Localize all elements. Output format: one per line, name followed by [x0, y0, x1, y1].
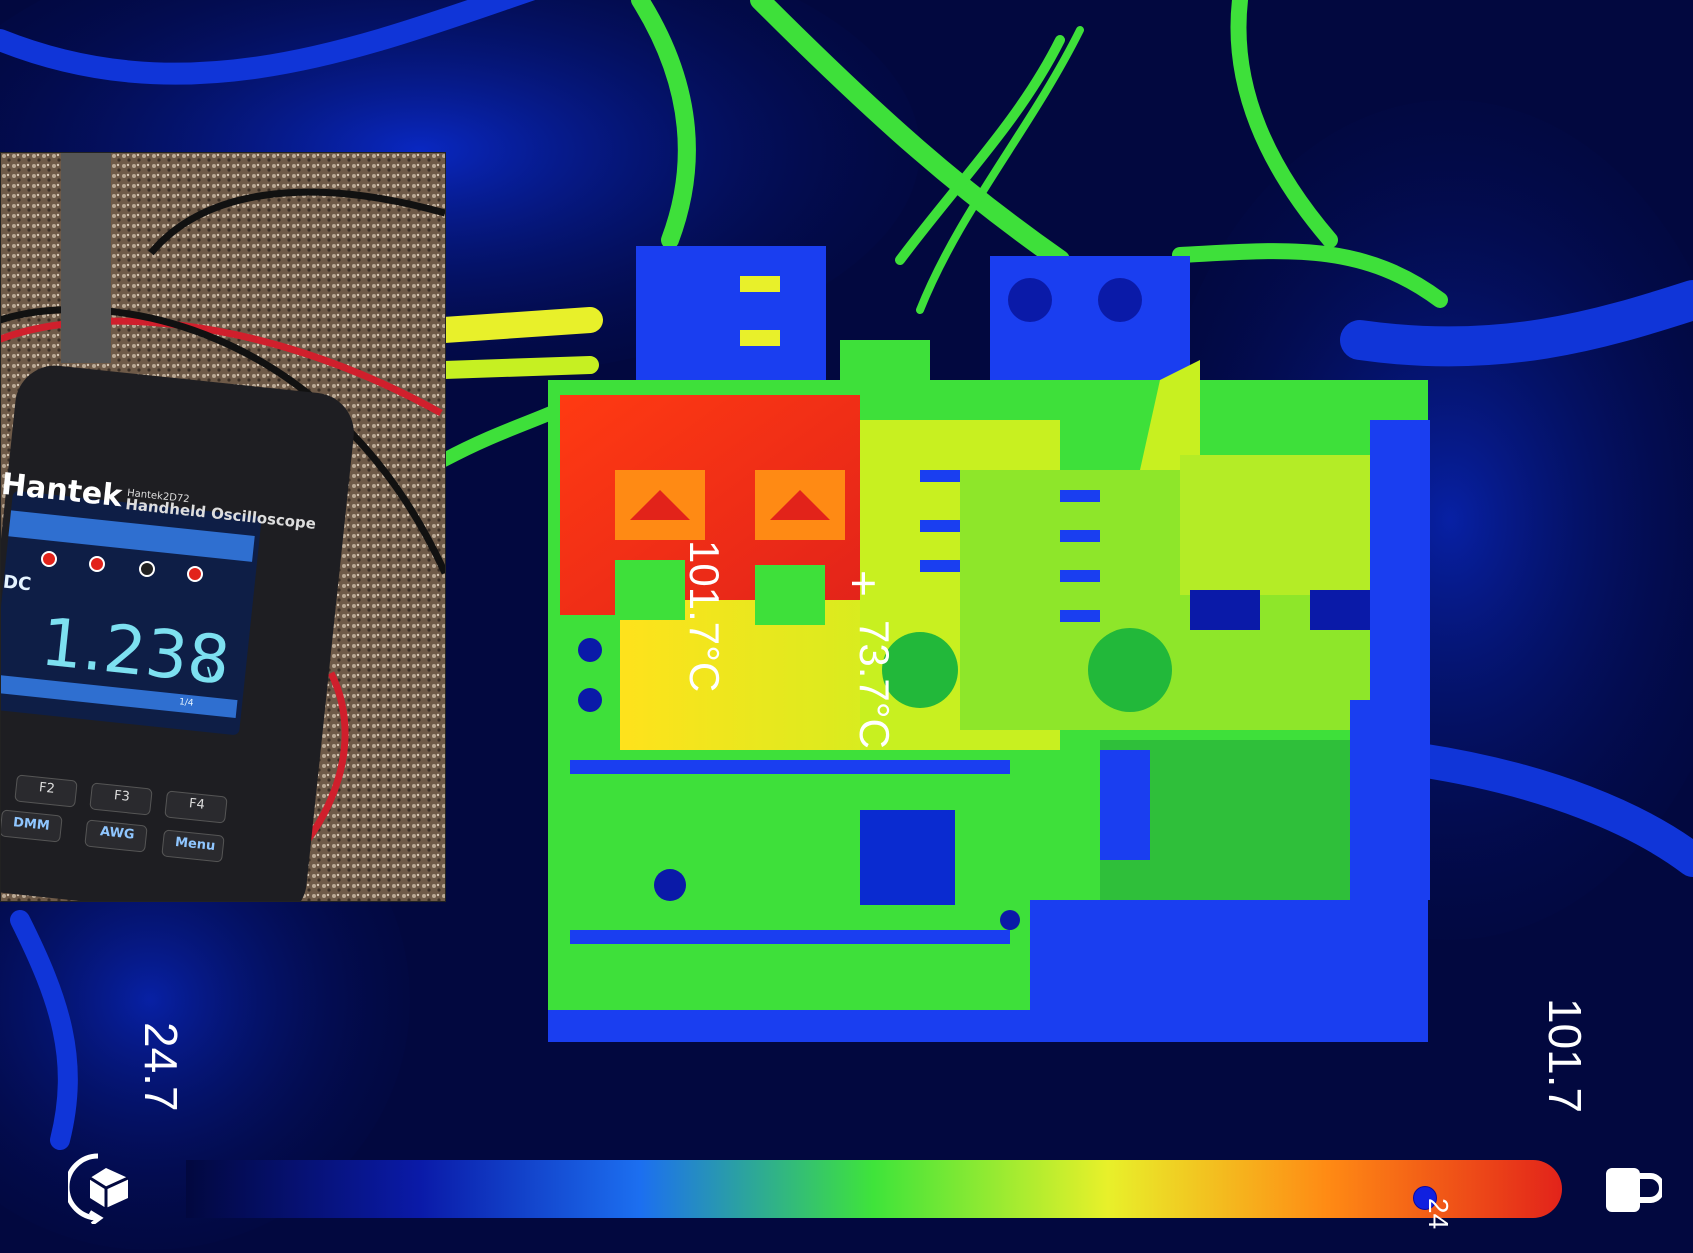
palette-marker-label: 24 — [1423, 1198, 1455, 1230]
rotate-3d-icon[interactable] — [64, 1150, 132, 1226]
inset-oscilloscope-photo: Hantek Hantek2D72 Handheld Oscilloscope … — [0, 152, 446, 902]
scope-page: 1/4 — [178, 697, 194, 709]
oscilloscope-photo-image — [1, 153, 445, 901]
color-palette-bar[interactable] — [186, 1160, 1562, 1218]
max-temperature-spot-label: 101.7°C — [681, 540, 728, 693]
lock-icon[interactable] — [1604, 1162, 1665, 1214]
scope-key-f4: F4 — [188, 796, 206, 813]
scope-key-f3: F3 — [113, 788, 131, 805]
palette-level-marker[interactable] — [1413, 1186, 1438, 1210]
scale-min-label: 24.7 — [135, 1022, 187, 1112]
scope-key-f2: F2 — [38, 780, 56, 797]
scale-max-label: 101.7 — [1539, 998, 1591, 1114]
scope-unit: V — [204, 662, 221, 688]
scope-mode: DC — [1, 571, 33, 596]
center-temperature-spot-label: 73.7°C — [851, 620, 898, 749]
crosshair-icon: + — [838, 570, 890, 597]
